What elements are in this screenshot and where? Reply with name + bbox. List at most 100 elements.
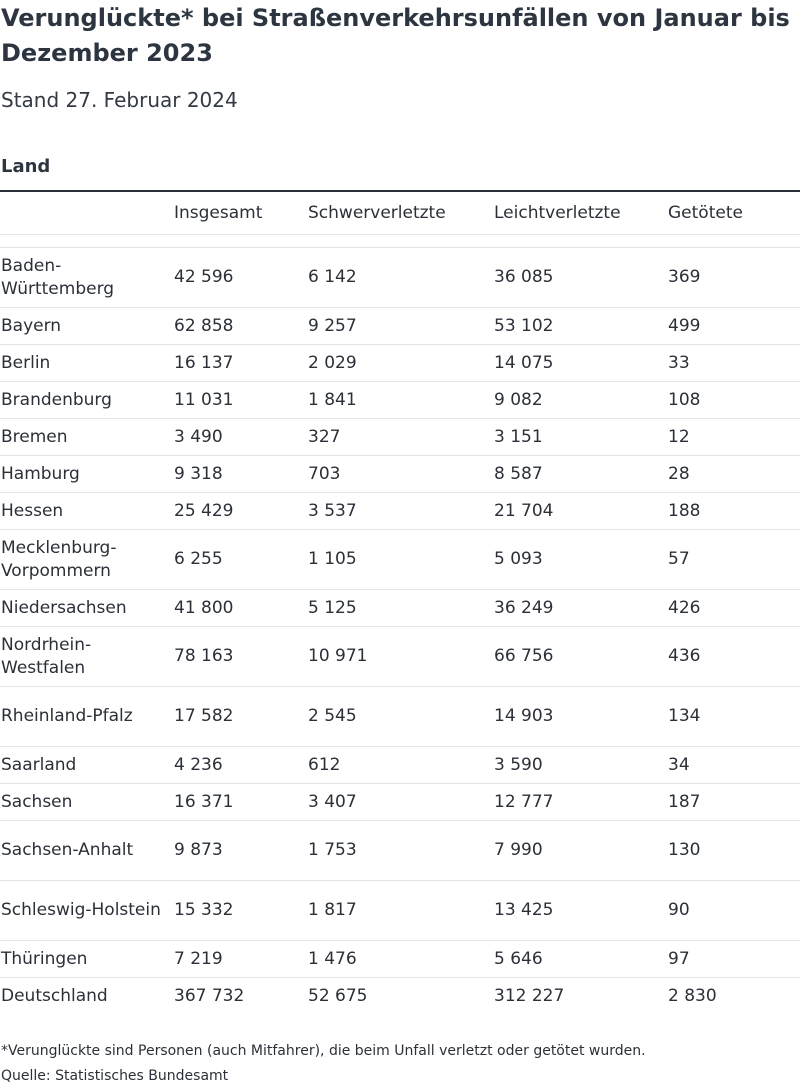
cell-leichtverletzte: 14 903 [494, 686, 668, 747]
cell-land: Bremen [0, 418, 174, 456]
cell-land: Hessen [0, 492, 174, 530]
cell-land: Rheinland-Pfalz [0, 686, 174, 747]
cell-insgesamt: 9 873 [174, 820, 308, 881]
table-row: Sachsen-Anhalt 9 873 1 753 7 990 130 [0, 820, 800, 881]
land-name: Berlin [1, 352, 51, 373]
cell-getoetete: 90 [668, 880, 800, 941]
table-row: Hessen 25 429 3 537 21 704 188 [0, 492, 800, 530]
page-title: Verunglückte* bei Straßenverkehrsunfälle… [1, 4, 790, 67]
cell-land: Schleswig-Holstein [0, 880, 174, 941]
cell-getoetete: 426 [668, 589, 800, 627]
cell-schwerverletzte: 612 [308, 746, 494, 784]
cell-getoetete: 369 [668, 247, 800, 308]
land-name: Hessen [1, 500, 64, 521]
table-row: Bayern 62 858 9 257 53 102 499 [0, 307, 800, 345]
table-row: Niedersachsen 41 800 5 125 36 249 426 [0, 589, 800, 627]
table-row: Baden-Württemberg 42 596 6 142 36 085 369 [0, 247, 800, 308]
cell-schwerverletzte: 10 971 [308, 626, 494, 687]
cell-schwerverletzte: 1 841 [308, 381, 494, 419]
land-name: Brandenburg [1, 389, 112, 410]
cell-schwerverletzte: 1 105 [308, 529, 494, 590]
land-name: Rheinland-Pfalz [1, 706, 133, 726]
cell-schwerverletzte: 3 407 [308, 783, 494, 821]
table-row: Berlin 16 137 2 029 14 075 33 [0, 344, 800, 382]
land-name: Mecklenburg-Vorpommern [1, 537, 117, 581]
land-name: Hamburg [1, 463, 80, 484]
cell-leichtverletzte: 14 075 [494, 344, 668, 382]
table-row: Mecklenburg-Vorpommern 6 255 1 105 5 093 57 [0, 529, 800, 590]
land-name: Niedersachsen [1, 597, 127, 618]
cell-leichtverletzte: 7 990 [494, 820, 668, 881]
cell-insgesamt: 25 429 [174, 492, 308, 530]
cell-getoetete: 97 [668, 940, 800, 978]
page-subtitle: Stand 27. Februar 2024 [1, 88, 238, 112]
cell-schwerverletzte: 9 257 [308, 307, 494, 345]
cell-getoetete: 57 [668, 529, 800, 590]
table-row: Schleswig-Holstein 15 332 1 817 13 425 90 [0, 880, 800, 941]
cell-leichtverletzte: 12 777 [494, 783, 668, 821]
land-name: Bayern [1, 315, 62, 336]
cell-land: Hamburg [0, 455, 174, 493]
cell-schwerverletzte: 6 142 [308, 247, 494, 308]
cell-getoetete: 28 [668, 455, 800, 493]
cell-insgesamt: 17 582 [174, 686, 308, 747]
land-name: Thüringen [1, 948, 88, 969]
cell-schwerverletzte: 2 545 [308, 686, 494, 747]
cell-insgesamt: 3 490 [174, 418, 308, 456]
cell-land: Bayern [0, 307, 174, 345]
cell-leichtverletzte: 312 227 [494, 977, 668, 1014]
cell-insgesamt: 62 858 [174, 307, 308, 345]
cell-land: Mecklenburg-Vorpommern [0, 529, 174, 590]
cell-leichtverletzte: 3 590 [494, 746, 668, 784]
cell-schwerverletzte: 327 [308, 418, 494, 456]
cell-land: Saarland [0, 746, 174, 784]
cell-getoetete: 2 830 [668, 977, 800, 1014]
cell-insgesamt: 9 318 [174, 455, 308, 493]
cell-schwerverletzte: 1 476 [308, 940, 494, 978]
cell-land: Niedersachsen [0, 589, 174, 627]
header-getoetete: Getötete [668, 190, 800, 235]
table-row: Rheinland-Pfalz 17 582 2 545 14 903 134 [0, 686, 800, 747]
cell-land: Brandenburg [0, 381, 174, 419]
cell-getoetete: 499 [668, 307, 800, 345]
land-name: Schleswig-Holstein [1, 900, 161, 920]
cell-insgesamt: 15 332 [174, 880, 308, 941]
cell-land: Sachsen-Anhalt [0, 820, 174, 881]
header-insgesamt: Insgesamt [174, 190, 308, 235]
cell-schwerverletzte: 1 753 [308, 820, 494, 881]
table-row: Sachsen 16 371 3 407 12 777 187 [0, 783, 800, 821]
cell-leichtverletzte: 53 102 [494, 307, 668, 345]
cell-leichtverletzte: 9 082 [494, 381, 668, 419]
cell-schwerverletzte: 52 675 [308, 977, 494, 1014]
cell-schwerverletzte: 703 [308, 455, 494, 493]
cell-leichtverletzte: 13 425 [494, 880, 668, 941]
header-land [0, 190, 174, 235]
land-name: Baden-Württemberg [1, 255, 115, 299]
cell-schwerverletzte: 3 537 [308, 492, 494, 530]
table-row: Brandenburg 11 031 1 841 9 082 108 [0, 381, 800, 419]
header-spacer [0, 234, 800, 248]
table-body: Baden-Württemberg 42 596 6 142 36 085 369 Bay… [0, 247, 800, 1014]
cell-leichtverletzte: 21 704 [494, 492, 668, 530]
cell-getoetete: 33 [668, 344, 800, 382]
footnote: *Verunglückte sind Personen (auch Mitfah… [1, 1043, 646, 1059]
cell-getoetete: 12 [668, 418, 800, 456]
cell-insgesamt: 7 219 [174, 940, 308, 978]
land-name: Sachsen [1, 791, 73, 812]
table-row: Hamburg 9 318 703 8 587 28 [0, 455, 800, 493]
cell-insgesamt: 4 236 [174, 746, 308, 784]
cell-leichtverletzte: 3 151 [494, 418, 668, 456]
table-row: Saarland 4 236 612 3 590 34 [0, 746, 800, 784]
cell-leichtverletzte: 5 093 [494, 529, 668, 590]
cell-land: Berlin [0, 344, 174, 382]
cell-getoetete: 188 [668, 492, 800, 530]
header-leichtverletzte: Leichtverletzte [494, 190, 668, 235]
header-spacer-row [0, 234, 800, 248]
cell-land: Nordrhein-Westfalen [0, 626, 174, 687]
table-row: Nordrhein-Westfalen 78 163 10 971 66 756 436 [0, 626, 800, 687]
table-header-row: Insgesamt Schwerverletzte Leichtverletzt… [0, 190, 800, 235]
data-table: Insgesamt Schwerverletzte Leichtverletzt… [0, 190, 800, 1014]
cell-getoetete: 34 [668, 746, 800, 784]
cell-leichtverletzte: 5 646 [494, 940, 668, 978]
cell-leichtverletzte: 36 249 [494, 589, 668, 627]
